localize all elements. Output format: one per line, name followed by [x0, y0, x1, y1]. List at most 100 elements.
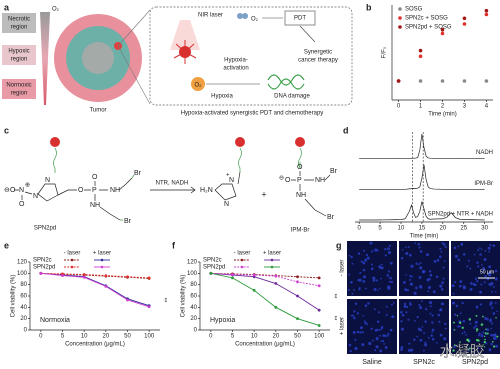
- nucleus: [400, 320, 403, 323]
- nucleus: [384, 346, 388, 349]
- legend-label: SPN2c: [203, 258, 222, 264]
- nucleus: [370, 263, 373, 266]
- arrow: [299, 25, 316, 43]
- nucleus: [359, 331, 362, 334]
- point: [126, 275, 129, 279]
- o2-gradient: [40, 12, 50, 105]
- region-label: region: [11, 91, 28, 97]
- nucleus: [455, 304, 458, 308]
- nucleus: [405, 305, 409, 309]
- nucleus: [357, 252, 361, 255]
- nucleus: [493, 333, 497, 337]
- nucleus: [389, 328, 393, 332]
- plus: +: [261, 189, 266, 199]
- point: [418, 48, 423, 53]
- y-axis-label: Cell viability (%): [181, 275, 187, 318]
- atom: N: [224, 201, 229, 208]
- panel-g: g 50 μm - laser + laser Saline SPN2c SPN…: [336, 240, 500, 366]
- region-box: [2, 45, 36, 65]
- nucleus: [425, 253, 430, 257]
- atom: O: [285, 177, 291, 184]
- nucleus: [348, 254, 351, 257]
- y-tick-label: 60: [190, 294, 197, 300]
- x-tick-label: 5: [61, 334, 65, 340]
- point: [274, 282, 278, 285]
- nucleus: [362, 275, 367, 279]
- fluorescence: [484, 338, 486, 341]
- nucleus: [453, 281, 457, 284]
- nucleus: [481, 263, 483, 266]
- nucleus: [381, 339, 385, 343]
- nucleus: [403, 302, 407, 306]
- nucleus: [436, 342, 438, 344]
- nucleus: [453, 246, 457, 250]
- o2-label: O₂: [52, 7, 60, 13]
- synergy-label: Synergetic: [304, 50, 332, 56]
- nucleus: [368, 341, 372, 346]
- nucleus: [358, 278, 362, 282]
- nucleus: [489, 244, 492, 247]
- nucleus: [419, 338, 423, 342]
- nucleus: [429, 305, 432, 308]
- nucleus: [428, 270, 432, 273]
- trace: [359, 164, 485, 190]
- fluorescence: [468, 318, 471, 321]
- nucleus: [359, 271, 362, 275]
- nucleus: [380, 325, 384, 329]
- nanoparticle-spikes-part: [175, 43, 186, 53]
- legend-header: - laser: [64, 251, 81, 257]
- x-tick-label: 0: [39, 334, 43, 340]
- nucleus: [430, 334, 434, 337]
- nucleus: [467, 259, 470, 262]
- nucleus: [347, 288, 351, 291]
- x-tick-label: 5: [231, 334, 235, 340]
- atom: H₂N: [200, 187, 213, 194]
- nucleus: [382, 334, 385, 337]
- fluorescence: [475, 328, 479, 331]
- nucleus: [444, 245, 447, 248]
- point: [252, 273, 256, 277]
- region-label: region: [11, 57, 28, 63]
- point: [462, 22, 467, 26]
- fluorescence: [496, 335, 499, 338]
- nir-label: NIR laser: [198, 13, 223, 19]
- activation-label: Hypoxia-: [224, 58, 248, 64]
- point: [231, 273, 234, 276]
- nucleus: [437, 313, 441, 317]
- region-box: [2, 79, 36, 99]
- nucleus: [410, 264, 414, 268]
- dna-label: DNA damage: [274, 94, 310, 100]
- nucleus: [419, 306, 423, 310]
- fluorescence: [483, 340, 486, 344]
- point: [82, 273, 86, 276]
- nucleus: [495, 344, 499, 348]
- nucleus: [442, 303, 445, 306]
- nucleus: [400, 257, 404, 260]
- nucleus: [478, 334, 480, 337]
- fluorescence: [456, 314, 459, 317]
- atom: O: [19, 201, 25, 208]
- nucleus: [459, 325, 461, 328]
- legend-marker: [70, 258, 74, 262]
- fluorescence: [461, 326, 464, 329]
- point: [317, 324, 321, 327]
- nucleus: [362, 249, 365, 252]
- nucleus: [477, 249, 480, 252]
- nucleus: [366, 256, 370, 260]
- point: [209, 271, 213, 275]
- y-tick-label: 60: [20, 294, 27, 300]
- row-label: - laser: [340, 260, 346, 277]
- nucleus: [477, 347, 480, 350]
- x-axis-label: Concentration (μg/mL): [235, 342, 295, 348]
- condition-label: Hypoxia: [210, 317, 235, 324]
- x-tick-label: 20: [102, 334, 109, 340]
- hypoxia-label: Hypoxia: [211, 94, 233, 100]
- nucleus: [488, 348, 492, 352]
- point: [104, 284, 108, 288]
- panel-label: d: [343, 125, 349, 135]
- nucleus: [416, 335, 419, 338]
- nucleus: [421, 326, 424, 328]
- legend-marker: [270, 265, 274, 269]
- laser-beam: [170, 20, 200, 50]
- region-label: Normoxic: [6, 83, 31, 89]
